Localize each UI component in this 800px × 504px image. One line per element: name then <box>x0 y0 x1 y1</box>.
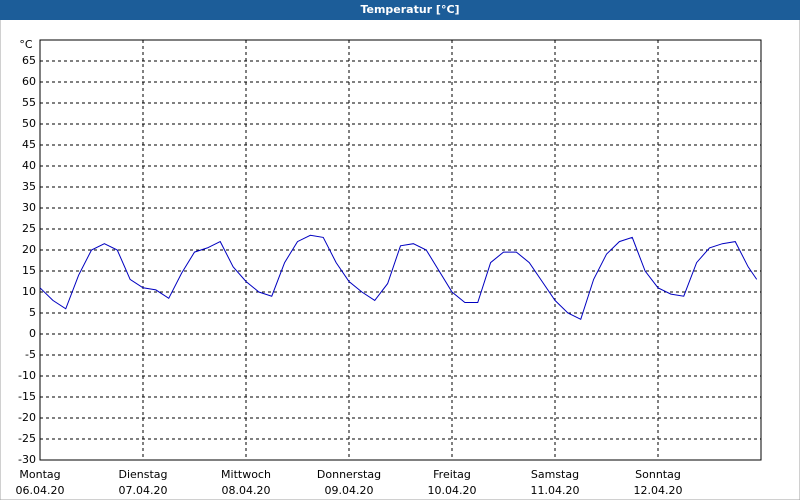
y-tick-label: 25 <box>22 222 36 235</box>
y-tick-label: 60 <box>22 75 36 88</box>
title-bar <box>0 0 800 20</box>
y-tick-label: 20 <box>22 243 36 256</box>
x-tick-label: Samstag <box>531 468 579 481</box>
x-tick-date: 06.04.20 <box>16 484 65 497</box>
y-tick-label: 45 <box>22 138 36 151</box>
x-tick-date: 11.04.20 <box>531 484 580 497</box>
y-tick-label: -5 <box>25 348 36 361</box>
x-tick-date: 08.04.20 <box>222 484 271 497</box>
y-tick-label: 15 <box>22 264 36 277</box>
x-tick-label: Dienstag <box>118 468 167 481</box>
y-tick-label: 65 <box>22 54 36 67</box>
x-tick-date: 12.04.20 <box>634 484 683 497</box>
temperature-line <box>39 234 758 321</box>
y-tick-label: 0 <box>29 327 36 340</box>
x-tick-label: Sonntag <box>635 468 681 481</box>
x-tick-date: 09.04.20 <box>325 484 374 497</box>
x-tick-date: 07.04.20 <box>119 484 168 497</box>
chart-title: Temperatur [°C] <box>360 3 459 16</box>
y-tick-label: 30 <box>22 201 36 214</box>
y-tick-label: -25 <box>18 432 36 445</box>
x-tick-date: 10.04.20 <box>428 484 477 497</box>
plot-frame <box>39 39 762 461</box>
y-tick-label: -10 <box>18 369 36 382</box>
y-tick-label: -15 <box>18 390 36 403</box>
x-tick-label: Montag <box>19 468 60 481</box>
y-tick-label: 35 <box>22 180 36 193</box>
x-tick-label: Donnerstag <box>317 468 381 481</box>
y-tick-label: 55 <box>22 96 36 109</box>
y-tick-label: 5 <box>29 306 36 319</box>
y-tick-label: -30 <box>18 453 36 466</box>
x-tick-label: Mittwoch <box>221 468 271 481</box>
y-unit: °C <box>19 38 33 51</box>
y-tick-label: 50 <box>22 117 36 130</box>
x-tick-label: Freitag <box>433 468 471 481</box>
y-tick-label: -20 <box>18 411 36 424</box>
y-tick-label: 40 <box>22 159 36 172</box>
y-tick-label: 10 <box>22 285 36 298</box>
